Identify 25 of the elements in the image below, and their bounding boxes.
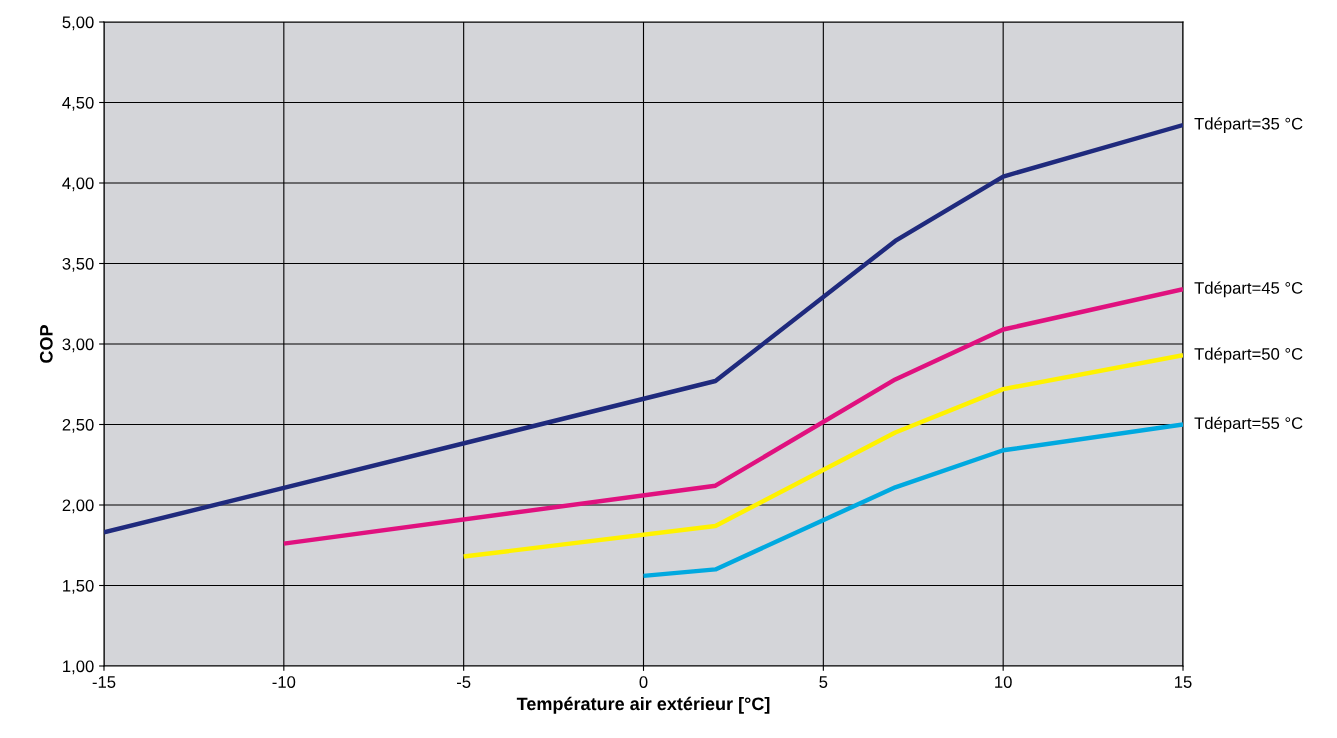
x-tick-label: 15: [1175, 676, 1192, 688]
line-series: [281, 287, 1183, 546]
x-tick-label: -15: [92, 676, 116, 688]
y-tick-label: 2,00: [62, 499, 94, 514]
series-label: Tdépart=35 °C: [1194, 117, 1303, 133]
series-label: Tdépart=50 °C: [1194, 347, 1303, 364]
x-tick-label: -10: [272, 676, 296, 688]
y-tick-label: 4,00: [62, 177, 94, 192]
line-series: [461, 353, 1183, 559]
x-tick-label: -5: [457, 676, 471, 688]
y-tick-label: 2,50: [62, 418, 94, 433]
line-series: [641, 422, 1183, 579]
y-tick-label: 3,00: [62, 338, 94, 353]
x-tick-label: 0: [639, 676, 648, 688]
x-axis-title: Température air extérieur [°C]: [516, 696, 770, 714]
y-tick-label: 3,50: [62, 257, 94, 272]
y-axis-title: COP: [39, 325, 53, 363]
y-tick-label: 1,50: [63, 579, 94, 594]
series-label: Tdépart=45 °C: [1194, 281, 1303, 298]
series-label: Tdépart=55 °C: [1194, 416, 1303, 433]
x-tick-label: 10: [995, 676, 1012, 688]
y-tick-label: 4,50: [62, 96, 94, 111]
y-tick-label: 1,00: [63, 660, 94, 675]
y-tick-label: 5,00: [62, 16, 94, 31]
x-tick-label: 5: [819, 676, 828, 688]
